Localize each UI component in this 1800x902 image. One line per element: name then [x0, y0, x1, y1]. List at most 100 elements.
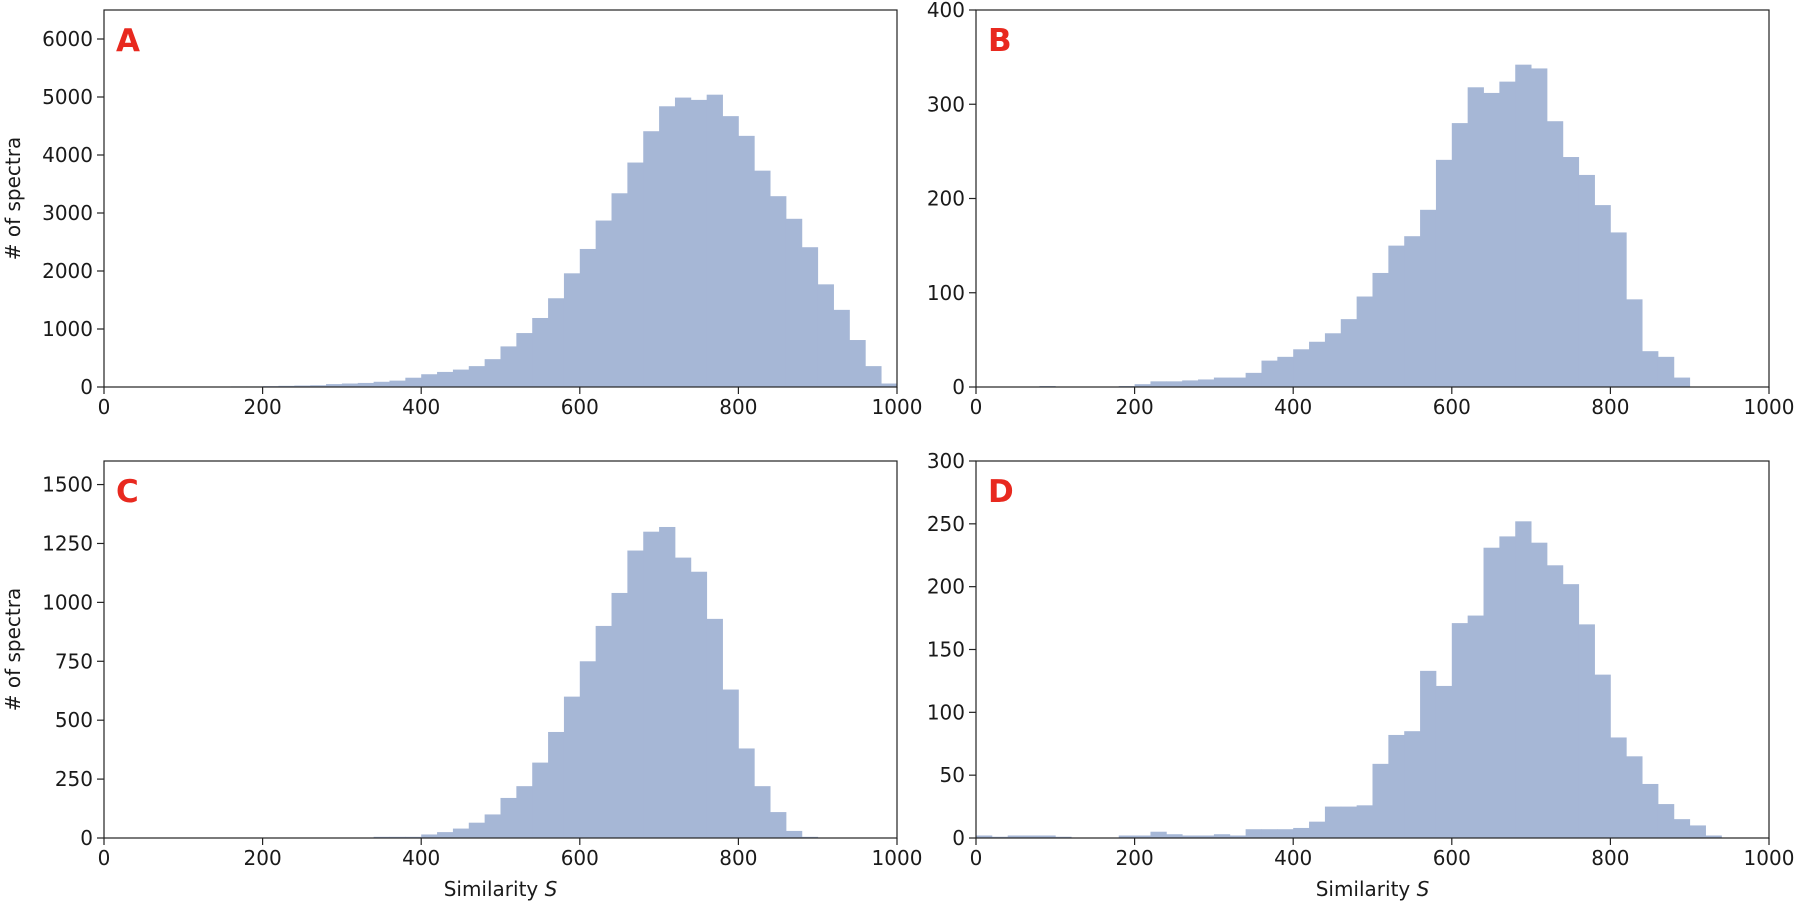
histogram-bar [1340, 319, 1358, 387]
x-axis-label-text: Similarity [444, 877, 545, 901]
x-tick-label: 400 [402, 395, 440, 419]
histogram-bar [627, 550, 644, 838]
panel-a: 0 200 400 600 800 1000 0 1000 2000 3000 4000 5000 60… [1, 9, 922, 419]
histogram-bar [1356, 805, 1373, 838]
histogram-bar [1451, 123, 1469, 387]
panel-label: C [116, 474, 139, 510]
histogram-bar [484, 814, 501, 838]
histogram-bar [1324, 333, 1342, 387]
histogram-bar [881, 383, 898, 387]
x-axis-label-text: Similarity [1316, 877, 1417, 901]
histogram-bar [595, 625, 612, 838]
histogram-bar [1198, 379, 1215, 387]
histogram-bar [1372, 272, 1389, 387]
histogram-bar [849, 340, 866, 387]
histogram-bar [770, 812, 787, 838]
y-tick-label: 0 [80, 375, 93, 399]
histogram-bar [1182, 380, 1199, 387]
y-tick-label: 1500 [42, 473, 93, 497]
x-tick-label: 400 [1274, 395, 1312, 419]
histogram-bar [468, 366, 486, 387]
histogram-bar [1007, 835, 1024, 838]
histogram-bar [1562, 157, 1580, 387]
y-tick-label: 1000 [42, 317, 93, 341]
histogram-bar [1705, 835, 1722, 838]
histogram-bar [1499, 81, 1516, 387]
histogram-bar [563, 273, 581, 387]
histogram-bar [690, 571, 708, 838]
histogram-bar [833, 309, 850, 387]
histogram-bar [468, 822, 486, 838]
histogram-bar [389, 380, 406, 387]
histogram-bar [738, 748, 755, 838]
histogram-bar [1626, 299, 1643, 387]
histogram-bar [500, 346, 517, 387]
y-tick-label: 3000 [42, 201, 93, 225]
y-tick-label: 300 [927, 92, 965, 116]
y-tick-label: 0 [952, 375, 965, 399]
histogram-bar [1404, 731, 1421, 838]
histogram-bar [437, 832, 454, 838]
histogram-bar [1594, 205, 1611, 387]
histogram-bar [405, 377, 422, 387]
histogram-bar [1277, 356, 1294, 387]
histogram-bar [1309, 341, 1326, 387]
x-tick-label: 600 [561, 846, 599, 870]
histogram-bar [611, 592, 628, 838]
y-tick-label: 1000 [42, 590, 93, 614]
histogram-bar [452, 828, 470, 838]
histogram-bar [1229, 835, 1247, 838]
histogram-bar [1435, 685, 1453, 838]
histogram-bar [1451, 623, 1469, 838]
histogram-bar [563, 696, 581, 838]
panel-label: A [116, 23, 140, 59]
histogram-bar [1420, 209, 1437, 387]
histogram-bar [611, 193, 628, 387]
y-tick-label: 250 [55, 767, 93, 791]
x-tick-label: 800 [1591, 846, 1629, 870]
histogram-bar [548, 298, 565, 387]
y-axis-label: # of spectra [1, 588, 25, 712]
histogram-bar [785, 830, 803, 838]
x-tick-label: 600 [1433, 395, 1471, 419]
histogram-bar [643, 531, 660, 838]
y-tick-label: 100 [927, 281, 965, 305]
histogram-bar [1150, 381, 1167, 387]
histogram-bar [1388, 245, 1405, 387]
histogram-bar [1594, 674, 1611, 838]
histogram-bar [1340, 806, 1358, 838]
histogram-bar [341, 383, 359, 387]
histogram-bar [1261, 829, 1278, 838]
histogram-bar [1578, 624, 1595, 838]
histogram-bar [357, 382, 375, 387]
histogram-bar [532, 317, 549, 387]
panel-label: D [988, 474, 1014, 510]
histogram-bar [706, 618, 723, 838]
histogram-bar [1467, 87, 1484, 387]
histogram-bar [579, 661, 597, 838]
panel-d: 0 200 400 600 800 1000 0 50 100 150 200 250 300 D Simi… [927, 449, 1795, 901]
x-tick-label: 600 [561, 395, 599, 419]
histogram-bar [1229, 377, 1247, 387]
x-tick-label: 1000 [1744, 846, 1795, 870]
plot-frame [103, 9, 898, 388]
y-tick-label: 1250 [42, 531, 93, 555]
histogram-bar [1150, 831, 1167, 838]
histogram-bar [722, 116, 739, 387]
histogram-bar [1293, 349, 1310, 387]
histogram-bar [1261, 360, 1278, 387]
histogram-bar [1309, 821, 1326, 838]
x-tick-label: 1000 [872, 846, 923, 870]
histogram-bar [1166, 381, 1183, 387]
histogram-bar [1213, 834, 1231, 838]
histogram-bar [1499, 536, 1516, 838]
histogram-bar [452, 369, 470, 387]
histogram-bar [674, 557, 692, 838]
x-tick-label: 800 [719, 395, 757, 419]
histogram-bar [1356, 296, 1373, 387]
x-tick-label: 400 [1274, 846, 1312, 870]
histogram-bar [1673, 819, 1691, 838]
y-tick-label: 250 [927, 512, 965, 536]
histogram-bar [373, 381, 390, 387]
